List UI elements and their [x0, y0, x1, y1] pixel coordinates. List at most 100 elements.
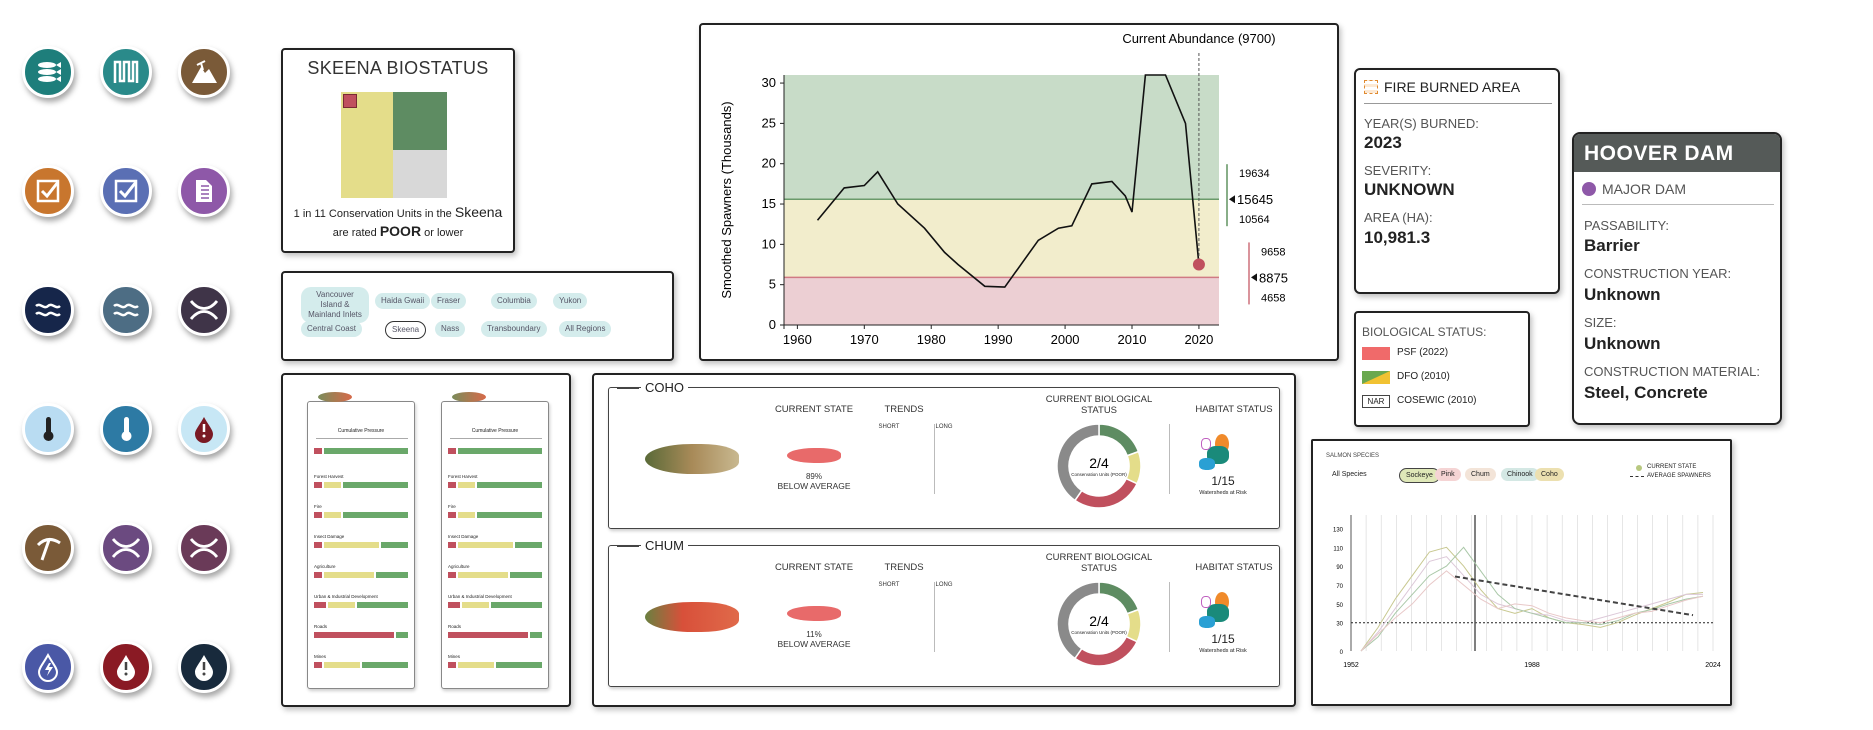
pressure-bar: [362, 662, 408, 668]
x-tick-label: 2010: [1118, 332, 1147, 347]
crossing-dark-icon[interactable]: [178, 284, 230, 336]
crossing-maroon-icon[interactable]: [178, 522, 230, 574]
pressure-bar: [515, 542, 542, 548]
lightning-drop-icon[interactable]: [22, 641, 74, 693]
pressure-bar: [448, 512, 456, 518]
donut-segment: [1073, 477, 1139, 508]
x-tick-label: 2000: [1051, 332, 1080, 347]
current-state-label: CURRENT STATE: [774, 562, 854, 573]
filter-chum[interactable]: Chum: [1465, 468, 1496, 481]
dam-divider: [1582, 204, 1774, 205]
state-percent: 89%: [805, 472, 822, 481]
salmon-y-tick: 0: [1340, 650, 1344, 656]
checklist-orange-icon[interactable]: [22, 165, 74, 217]
dam-pass-label: PASSABILITY:: [1584, 218, 1670, 233]
drop-alert-light-icon[interactable]: [178, 403, 230, 455]
pressure-title: Cumulative Pressure: [471, 428, 519, 434]
fire-title: FIRE BURNED AREA: [1384, 79, 1521, 95]
region-haida-gwaii[interactable]: Haida Gwaii: [375, 293, 431, 309]
pressure-bar: [496, 662, 542, 668]
donut-segment: [1057, 424, 1100, 502]
salmon-thumbnail: [318, 392, 352, 402]
pressure-label: Insect Damage: [448, 534, 479, 539]
filter-all-species[interactable]: All Species: [1326, 468, 1373, 481]
thermometer-blue-icon[interactable]: [100, 403, 152, 455]
drop-alert-red-icon[interactable]: [100, 641, 152, 693]
pickaxe-icon[interactable]: [22, 522, 74, 574]
status-block-unknown: [393, 150, 447, 198]
pressure-bar: [314, 632, 394, 638]
region-central-coast[interactable]: Central Coast: [301, 321, 362, 337]
chart-title: Current Abundance (9700): [1122, 31, 1275, 46]
species-card-chum: CHUM CURRENT STATE TRENDS CURRENT BIOLOGICA…: [608, 538, 1280, 687]
bio-status-legend: BIOLOGICAL STATUS: PSF (2022) DFO (2010)…: [1354, 311, 1530, 427]
band-yellow: [784, 199, 1219, 278]
salmon-chart: 130 110 90 70 50 30 0 1952 1988 2024: [1333, 515, 1721, 669]
mining-icon[interactable]: [178, 46, 230, 98]
habitat-status-label: HABITAT STATUS: [1195, 562, 1273, 573]
checklist-blue-icon[interactable]: [100, 165, 152, 217]
thermometer-light-icon[interactable]: [22, 403, 74, 455]
species-line: [1360, 546, 1704, 652]
y-tick-label: 10: [762, 236, 776, 251]
card-top-rule: [617, 546, 639, 547]
region-all-regions[interactable]: All Regions: [559, 321, 612, 337]
abundance-chart: 0 5 10 15 20 25 30 1960 1970 1980 1990 2000 2010 2020…: [719, 31, 1288, 347]
dam-year-label: CONSTRUCTION YEAR:: [1584, 266, 1732, 281]
crossing-purple-icon[interactable]: [100, 522, 152, 574]
waves-navy-icon[interactable]: [22, 284, 74, 336]
salmon-y-tick: 30: [1336, 622, 1343, 628]
region-transboundary[interactable]: Transboundary: [481, 321, 547, 337]
filter-chinook[interactable]: Chinook: [1501, 468, 1539, 481]
fish-icon[interactable]: [22, 46, 74, 98]
pressure-bar: [357, 602, 408, 608]
pressure-bar: [381, 542, 408, 548]
fire-area-label: AREA (HA):: [1364, 210, 1433, 225]
weir-icon[interactable]: [100, 46, 152, 98]
map-region-blue: [1199, 616, 1215, 628]
pressure-bar: [314, 572, 322, 578]
biostatus-title: SKEENA BIOSTATUS: [307, 58, 489, 78]
pressure-bar: [457, 572, 509, 578]
filter-coho[interactable]: Coho: [1535, 468, 1564, 481]
habitat-subtitle: Watersheds at Risk: [1199, 490, 1247, 496]
drop-alert-navy-icon[interactable]: [178, 641, 230, 693]
salmon-photo: [645, 602, 739, 632]
region-fraser[interactable]: Fraser: [431, 293, 467, 309]
state-percent: 11%: [806, 630, 822, 639]
pressure-bar: [328, 602, 356, 608]
bio-status-label: CURRENT BIOLOGICAL STATUS: [1045, 552, 1153, 574]
region-skeena[interactable]: Skeena: [385, 321, 427, 339]
pressure-bar: [457, 448, 542, 454]
salmon-x-tick: 1988: [1524, 662, 1540, 669]
document-icon[interactable]: [178, 165, 230, 217]
region-columbia[interactable]: Columbia: [491, 293, 537, 309]
pressure-panel: Cumulative Pressure Forest Harvest Fire Ins…: [281, 373, 571, 707]
pressure-divider: [450, 438, 542, 439]
fire-area: 10,981.3: [1364, 228, 1431, 247]
pressure-bar: [323, 572, 375, 578]
filter-pink[interactable]: Pink: [1435, 468, 1461, 481]
species-line: [1360, 570, 1704, 652]
species-name: COHO: [641, 380, 688, 395]
pressure-divider: [316, 438, 408, 439]
trends-label: TRENDS: [884, 562, 924, 573]
dfo-label: DFO (2010): [1397, 371, 1450, 382]
region-vancouver-island-mainland-inlets[interactable]: Vancouver Island & Mainland Inlets: [301, 287, 369, 323]
pressure-bar: [323, 512, 341, 518]
habitat-value: 1/15: [1211, 632, 1235, 646]
biostatus-line1: 1 in 11 Conservation Units in the Skeena: [293, 204, 503, 220]
lower-benchmark-lower: 4658: [1261, 292, 1285, 304]
pressure-bar: [462, 602, 490, 608]
psf-label: PSF (2022): [1397, 347, 1449, 358]
species-name: CHUM: [641, 538, 688, 553]
region-nass[interactable]: Nass: [435, 321, 466, 337]
waves-slate-icon[interactable]: [100, 284, 152, 336]
short-label: SHORT: [878, 424, 900, 430]
pressure-column: Cumulative Pressure Forest Harvest Fire Ins…: [441, 392, 549, 689]
salmon-species-card: SALMON SPECIES All Species Sockeye Pink Chu…: [1311, 439, 1732, 706]
dam-year: Unknown: [1584, 285, 1661, 304]
pressure-bar: [448, 632, 528, 638]
region-yukon[interactable]: Yukon: [553, 293, 588, 309]
pressure-bar: [448, 542, 456, 548]
